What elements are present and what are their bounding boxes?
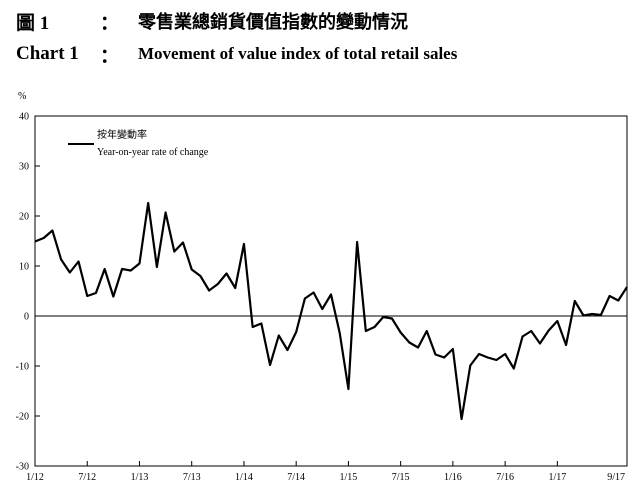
- x-tick-label: 1/15: [340, 472, 358, 483]
- x-tick-label: 1/16: [444, 472, 462, 483]
- y-tick-label: -10: [16, 362, 29, 373]
- y-axis: 40 30 20 10 0 -10 -20 -30: [16, 112, 40, 473]
- x-tick-label: 7/14: [287, 472, 305, 483]
- y-tick-label: -20: [16, 412, 29, 423]
- title-colon-english: ：: [100, 45, 120, 67]
- chart-number-chinese: 圖 1: [16, 12, 50, 34]
- y-tick-label: -30: [16, 462, 29, 473]
- x-axis: 1/12 7/12 1/13 7/13 1/14 7/14 1/15 7/15 1/16 7/16…: [26, 461, 628, 483]
- y-tick-label: 0: [24, 312, 29, 323]
- x-tick-label: 7/12: [78, 472, 96, 483]
- x-tick-label: 1/13: [131, 472, 149, 483]
- x-tick-label: 9/17: [607, 472, 625, 483]
- y-tick-label: 40: [19, 112, 29, 123]
- plot-frame: [34, 115, 628, 467]
- chart-title-chinese-text: 零售業總銷貨價值指數的變動情況: [138, 12, 408, 32]
- y-tick-label: 30: [19, 162, 29, 173]
- x-tick-label: 1/17: [548, 472, 566, 483]
- chart-title-english: Chart 1 ： Movement of value index of tot…: [16, 41, 457, 67]
- x-tick-label: 7/13: [183, 472, 201, 483]
- series-line-yoy-change: [34, 201, 628, 421]
- chart-title-english-text: Movement of value index of total retail …: [138, 44, 458, 63]
- y-tick-label: 20: [19, 212, 29, 223]
- x-tick-label: 7/16: [496, 472, 514, 483]
- legend: 按年變動率 Year-on-year rate of change: [68, 128, 209, 158]
- y-tick-label: 10: [19, 262, 29, 273]
- legend-label-chinese: 按年變動率: [97, 128, 147, 141]
- chart-number-english: Chart 1: [16, 43, 79, 64]
- x-tick-label: 7/15: [392, 472, 410, 483]
- title-colon-chinese: ：: [100, 12, 120, 34]
- y-axis-unit-label: %: [18, 91, 26, 102]
- x-tick-label: 1/12: [26, 472, 44, 483]
- x-tick-label: 1/14: [235, 472, 253, 483]
- chart-title-chinese: 圖 1 ： 零售業總銷貨價值指數的變動情況: [16, 8, 408, 34]
- legend-label-english: Year-on-year rate of change: [97, 147, 209, 158]
